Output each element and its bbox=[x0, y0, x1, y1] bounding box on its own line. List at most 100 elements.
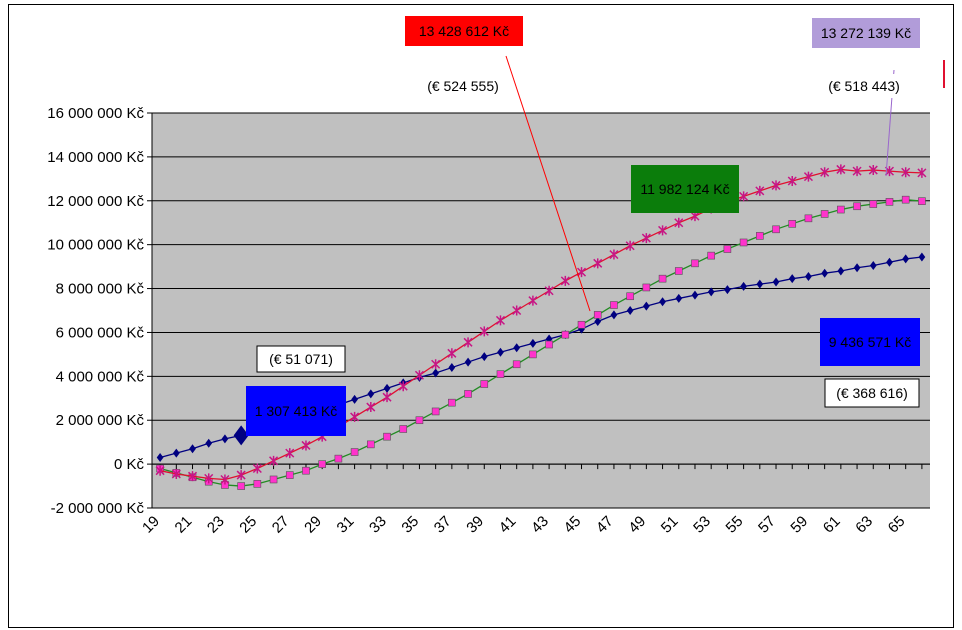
y-tick-label: 8 000 000 Kč bbox=[56, 281, 145, 298]
data-point bbox=[853, 263, 861, 273]
annotation-text: (€ 51 071) bbox=[269, 351, 333, 367]
annotation-text: (€ 524 555) bbox=[427, 78, 499, 94]
annotation-label: (€ 51 071) bbox=[256, 345, 346, 373]
data-point bbox=[529, 338, 537, 348]
data-point bbox=[187, 471, 198, 482]
data-point bbox=[252, 463, 262, 474]
data-point bbox=[609, 249, 619, 260]
x-tick-label: 63 bbox=[852, 513, 876, 537]
data-point bbox=[886, 257, 893, 267]
annotation-text: 13 428 612 Kč bbox=[419, 23, 509, 39]
data-point bbox=[625, 240, 635, 251]
data-point bbox=[350, 448, 359, 456]
x-tick-label: 59 bbox=[787, 513, 811, 537]
data-point bbox=[431, 407, 440, 416]
x-tick-label: 29 bbox=[301, 513, 325, 537]
x-tick-label: 27 bbox=[269, 513, 293, 537]
data-point bbox=[788, 220, 797, 228]
annotation-label: 13 272 139 Kč bbox=[812, 18, 920, 48]
annotation-text: (€ 368 616) bbox=[836, 385, 908, 401]
data-point bbox=[723, 245, 732, 253]
data-point bbox=[739, 238, 748, 247]
data-point bbox=[448, 398, 456, 407]
data-point bbox=[479, 326, 489, 337]
data-point bbox=[659, 297, 666, 307]
data-point bbox=[512, 305, 522, 316]
data-point bbox=[560, 275, 570, 286]
data-point bbox=[448, 363, 456, 373]
data-point bbox=[367, 440, 375, 449]
data-point bbox=[220, 474, 230, 485]
data-point bbox=[414, 370, 424, 381]
data-point bbox=[707, 287, 715, 297]
data-point bbox=[787, 176, 797, 187]
data-point bbox=[171, 468, 181, 479]
data-point bbox=[918, 197, 926, 205]
annotations: 13 428 612 Kč (€ 524 555) 13 272 139 Kč (€ … bbox=[246, 16, 945, 436]
annotation-label: (€ 518 443) bbox=[819, 74, 909, 98]
x-tick-label: 41 bbox=[496, 513, 520, 537]
annotation-box bbox=[820, 318, 920, 366]
data-point bbox=[399, 425, 408, 433]
data-point bbox=[593, 311, 602, 319]
data-point bbox=[771, 180, 781, 191]
x-tick-label: 31 bbox=[334, 513, 358, 537]
x-tick-label: 21 bbox=[172, 513, 196, 537]
x-tick-label: 61 bbox=[820, 513, 844, 537]
data-point bbox=[820, 167, 830, 178]
data-point bbox=[641, 233, 651, 244]
data-point bbox=[803, 171, 813, 182]
data-point bbox=[642, 301, 650, 311]
data-point bbox=[917, 167, 927, 178]
data-point bbox=[512, 360, 521, 369]
y-tick-label: 6 000 000 Kč bbox=[56, 324, 145, 341]
data-point bbox=[594, 316, 602, 326]
y-tick-label: 2 000 000 Kč bbox=[56, 412, 145, 429]
data-point bbox=[302, 466, 310, 475]
data-point bbox=[756, 279, 764, 289]
x-tick-label: 43 bbox=[528, 513, 552, 537]
data-point bbox=[367, 389, 375, 399]
data-point bbox=[431, 359, 441, 370]
annotation-box bbox=[256, 345, 346, 373]
data-point bbox=[544, 285, 554, 296]
x-tick-label: 45 bbox=[561, 513, 585, 537]
data-point bbox=[269, 455, 279, 466]
data-point bbox=[739, 191, 749, 202]
data-point bbox=[529, 350, 537, 359]
data-point bbox=[724, 285, 731, 295]
data-point bbox=[172, 448, 180, 458]
data-point bbox=[691, 259, 699, 268]
data-point bbox=[675, 293, 683, 303]
annotation-text: 13 272 139 Kč bbox=[821, 25, 911, 41]
annotation-label: (€ 368 616) bbox=[824, 378, 920, 408]
data-point bbox=[447, 348, 457, 359]
y-tick-label: 4 000 000 Kč bbox=[56, 368, 145, 385]
data-point bbox=[528, 295, 538, 306]
x-tick-label: 47 bbox=[593, 513, 617, 537]
y-tick-label: -2 000 000 Kč bbox=[51, 500, 145, 517]
data-point bbox=[561, 330, 570, 339]
data-point bbox=[593, 258, 603, 269]
data-point bbox=[869, 200, 878, 208]
annotation-box bbox=[824, 378, 920, 408]
data-point bbox=[674, 267, 683, 275]
data-point bbox=[740, 281, 747, 291]
data-point bbox=[156, 453, 164, 463]
data-point bbox=[868, 165, 878, 176]
data-point bbox=[497, 347, 504, 357]
annotation-box bbox=[819, 74, 909, 98]
data-point bbox=[480, 352, 488, 362]
data-point bbox=[189, 444, 196, 454]
x-tick-label: 25 bbox=[236, 513, 260, 537]
data-point bbox=[513, 343, 521, 353]
data-point bbox=[398, 381, 408, 392]
x-tick-label: 39 bbox=[463, 513, 487, 537]
annotation-label: 13 428 612 Kč bbox=[405, 16, 523, 46]
x-tick-label: 55 bbox=[723, 513, 747, 537]
data-point bbox=[821, 268, 829, 278]
data-point bbox=[432, 368, 440, 378]
y-tick-label: 0 Kč bbox=[114, 456, 145, 473]
data-point bbox=[626, 292, 634, 301]
